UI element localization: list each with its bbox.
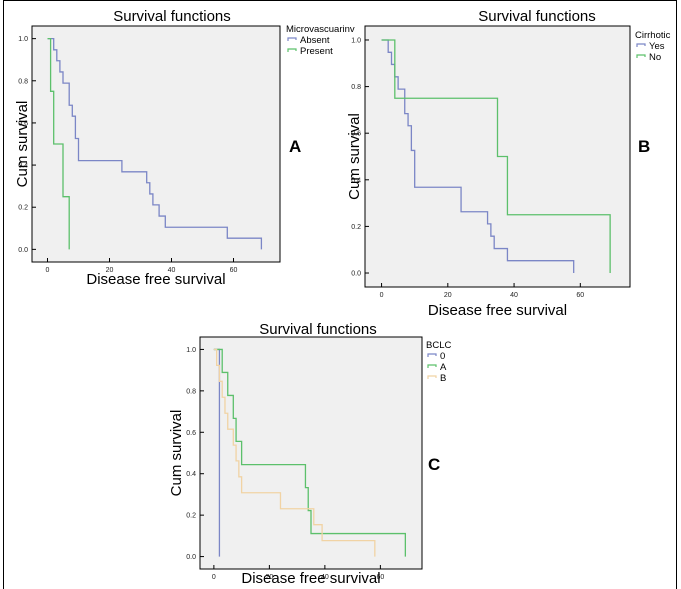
- legend-title: Microvascuarinv: [286, 24, 355, 35]
- y-tick-label: 0.0: [351, 271, 361, 278]
- series-line-no: [381, 39, 611, 274]
- y-tick-label: 0.8: [351, 84, 361, 91]
- x-tick-label: 40: [321, 574, 329, 581]
- y-axis-label: Cum survival: [168, 410, 185, 497]
- y-tick-label: 0.4: [186, 471, 196, 478]
- x-axis-label: Disease free survival: [428, 302, 567, 319]
- figure-frame-top: [3, 0, 676, 1]
- y-tick-label: 0.4: [351, 177, 361, 184]
- y-axis-label: Cum survival: [14, 101, 31, 188]
- legend-item-label: No: [649, 52, 661, 63]
- x-tick-label: 20: [444, 292, 452, 299]
- legend-item-label: 0: [440, 351, 445, 362]
- legend-swatch: [287, 37, 297, 41]
- y-tick-label: 0.6: [351, 131, 361, 138]
- y-tick-label: 0.2: [351, 224, 361, 231]
- legend-item-label: Present: [300, 46, 333, 57]
- legend-swatch: [636, 43, 646, 47]
- y-tick-label: 0.8: [186, 388, 196, 395]
- chart-panel-a: Survival functions 0.0 0.2 0.4 0.6 0.8 1.0 0 20 4…: [14, 8, 355, 288]
- y-tick-label: 1.0: [186, 347, 196, 354]
- legend-title: BCLC: [426, 340, 451, 351]
- series-line-absent: [47, 37, 263, 250]
- chart-panel-b: Survival functions 0.0 0.2 0.4 0.6 0.8 1.0 0 20 4…: [346, 8, 671, 319]
- legend-item-label: Absent: [300, 35, 330, 46]
- y-tick-label: 0.4: [18, 163, 28, 170]
- y-tick-label: 0.6: [186, 430, 196, 437]
- x-axis-label: Disease free survival: [86, 271, 225, 288]
- y-tick-label: 0.8: [18, 78, 28, 85]
- x-tick-label: 40: [168, 267, 176, 274]
- x-tick-label: 60: [230, 267, 238, 274]
- y-tick-label: 1.0: [351, 37, 361, 44]
- x-tick-label: 0: [380, 292, 384, 299]
- x-tick-label: 60: [576, 292, 584, 299]
- x-tick-label: 0: [46, 267, 50, 274]
- y-tick-label: 0.6: [18, 120, 28, 127]
- x-axis-label: Disease free survival: [241, 570, 380, 587]
- chart-panel-c: Survival functions 0.0 0.2 0.4 0.6 0.8 1.0 0 20 4…: [168, 321, 451, 587]
- x-tick-label: 40: [510, 292, 518, 299]
- chart-title: Survival functions: [113, 8, 231, 25]
- panel-letter: B: [638, 137, 650, 156]
- x-tick-label: 60: [376, 574, 384, 581]
- legend-swatch: [427, 364, 437, 368]
- legend-item-label: Yes: [649, 41, 665, 52]
- figure-frame-left: [3, 0, 4, 589]
- legend-swatch: [636, 54, 646, 58]
- y-tick-label: 1.0: [18, 36, 28, 43]
- panel-letter: A: [289, 137, 301, 156]
- legend-swatch: [427, 353, 437, 357]
- plot-area: [31, 25, 281, 263]
- figure-frame-right: [676, 0, 677, 589]
- legend-swatch: [287, 48, 297, 52]
- chart-title: Survival functions: [259, 321, 377, 338]
- y-tick-label: 0.2: [18, 205, 28, 212]
- x-tick-label: 20: [106, 267, 114, 274]
- series-line-present: [47, 37, 70, 250]
- panel-letter: C: [428, 455, 440, 474]
- y-axis-label: Cum survival: [346, 113, 363, 200]
- legend-title: Cirrhotic: [635, 30, 671, 41]
- y-tick-label: 0.2: [186, 513, 196, 520]
- chart-title: Survival functions: [478, 8, 596, 25]
- legend-swatch: [427, 375, 437, 379]
- series-line-b: [213, 348, 376, 557]
- y-tick-label: 0.0: [18, 247, 28, 254]
- y-tick-label: 0.0: [186, 554, 196, 561]
- x-tick-label: 0: [212, 574, 216, 581]
- x-tick-label: 20: [265, 574, 273, 581]
- legend-item-label: B: [440, 373, 446, 384]
- series-line-a: [213, 348, 406, 557]
- legend-item-label: A: [440, 362, 447, 373]
